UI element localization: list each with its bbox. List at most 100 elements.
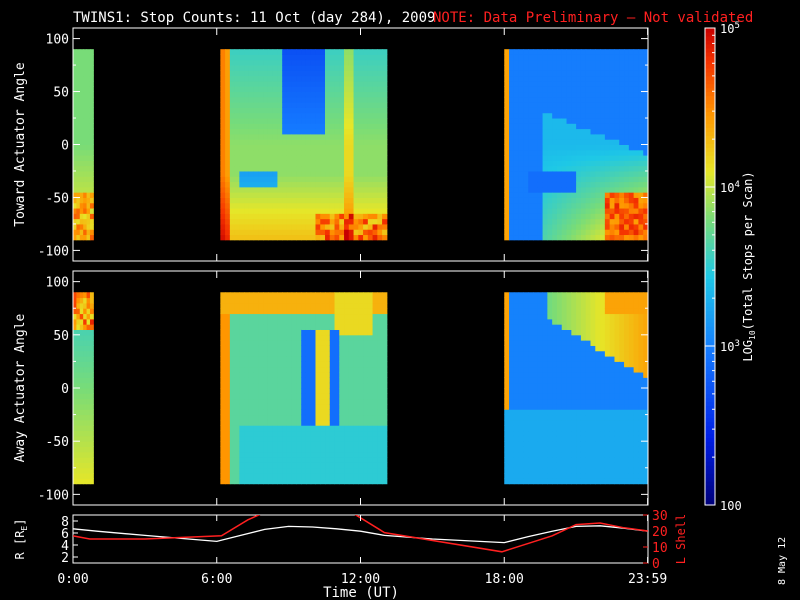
heatmap-cell — [614, 170, 620, 177]
heatmap-cell — [542, 446, 548, 453]
heatmap-cell — [523, 313, 529, 320]
heatmap-cell — [234, 334, 240, 341]
heatmap-cell — [305, 234, 312, 241]
heatmap-cell — [277, 377, 283, 384]
heatmap-cell — [79, 388, 84, 394]
heatmap-cell — [363, 234, 369, 241]
heatmap-cell — [73, 419, 77, 426]
heatmap-cell — [367, 181, 374, 188]
heatmap-cell — [267, 80, 274, 87]
heatmap-cell — [296, 118, 302, 124]
heatmap-cell — [339, 478, 345, 485]
heatmap-cell — [344, 208, 350, 214]
heatmap-cell — [580, 86, 587, 93]
heatmap-cell — [504, 144, 510, 151]
heatmap-cell — [277, 91, 283, 98]
heatmap-cell — [619, 176, 625, 183]
heatmap-cell — [580, 329, 587, 336]
heatmap-cell — [372, 80, 378, 87]
heatmap-cell — [576, 107, 582, 114]
heatmap-cell — [504, 425, 510, 432]
heatmap-cell — [339, 70, 345, 77]
heatmap-cell — [334, 382, 340, 389]
heatmap-cell — [286, 49, 293, 55]
heatmap-cell — [590, 372, 596, 378]
heatmap-cell — [595, 441, 601, 447]
heatmap-cell — [528, 59, 534, 66]
heatmap-cell — [633, 96, 639, 103]
heatmap-cell — [267, 170, 274, 177]
heatmap-cell — [244, 340, 250, 346]
heatmap-cell — [348, 186, 355, 193]
heatmap-cell — [244, 213, 250, 220]
heatmap-cell — [585, 170, 591, 177]
heatmap-cell — [277, 372, 283, 378]
heatmap-cell — [363, 197, 369, 204]
heatmap-cell — [348, 192, 355, 198]
heatmap-cell — [571, 361, 577, 368]
heatmap-cell — [291, 176, 297, 183]
heatmap-cell — [504, 118, 510, 124]
heatmap-cell — [329, 208, 336, 214]
heatmap-cell — [225, 318, 231, 325]
heatmap-cell — [253, 388, 259, 394]
heatmap-cell — [614, 234, 620, 241]
heatmap-cell — [301, 197, 307, 204]
heatmap-cell — [363, 202, 369, 209]
heatmap-cell — [600, 377, 606, 384]
heatmap-cell — [367, 372, 374, 378]
heatmap-cell — [86, 59, 91, 66]
heatmap-cell — [585, 160, 591, 167]
heatmap-cell — [301, 462, 307, 469]
heatmap-cell — [571, 229, 577, 236]
heatmap-cell — [89, 234, 94, 241]
heatmap-cell — [547, 160, 553, 167]
heatmap-cell — [89, 478, 94, 485]
heatmap-cell — [566, 170, 572, 177]
heatmap-cell — [556, 75, 563, 82]
heatmap-cell — [348, 478, 355, 485]
heatmap-cell — [220, 324, 226, 330]
heatmap-cell — [305, 340, 312, 346]
heatmap-cell — [547, 165, 553, 172]
heatmap-cell — [566, 65, 572, 71]
heatmap-cell — [76, 441, 81, 447]
heatmap-cell — [239, 361, 245, 368]
heatmap-cell — [542, 361, 548, 368]
heatmap-cell — [585, 96, 591, 103]
heatmap-cell — [382, 197, 388, 204]
heatmap-cell — [372, 435, 378, 442]
heatmap-cell — [537, 473, 544, 479]
heatmap-cell — [624, 324, 630, 330]
heatmap-cell — [83, 49, 88, 55]
heatmap-cell — [604, 155, 611, 161]
heatmap-cell — [83, 223, 88, 230]
heatmap-cell — [561, 102, 568, 108]
heatmap-cell — [509, 170, 515, 177]
heatmap-cell — [220, 192, 226, 198]
heatmap-cell — [628, 414, 635, 421]
heatmap-cell — [315, 107, 321, 114]
heatmap-cell — [363, 165, 369, 172]
heatmap-cell — [225, 324, 231, 330]
heatmap-cell — [358, 297, 364, 304]
heatmap-cell — [523, 186, 529, 193]
heatmap-cell — [595, 388, 601, 394]
heatmap-cell — [83, 80, 88, 87]
heatmap-cell — [348, 425, 355, 432]
heatmap-cell — [542, 403, 548, 410]
heatmap-cell — [267, 302, 274, 309]
heatmap-cell — [504, 446, 510, 453]
heatmap-cell — [272, 202, 278, 209]
heatmap-cell — [382, 409, 388, 416]
heatmap-cell — [253, 478, 259, 485]
heatmap-cell — [248, 80, 255, 87]
heatmap-cell — [604, 133, 611, 140]
heatmap-cell — [76, 377, 81, 384]
heatmap-cell — [372, 75, 378, 82]
heatmap-cell — [344, 467, 350, 474]
heatmap-cell — [344, 192, 350, 198]
heatmap-cell — [600, 372, 606, 378]
heatmap-cell — [604, 467, 611, 474]
heatmap-cell — [272, 441, 278, 447]
